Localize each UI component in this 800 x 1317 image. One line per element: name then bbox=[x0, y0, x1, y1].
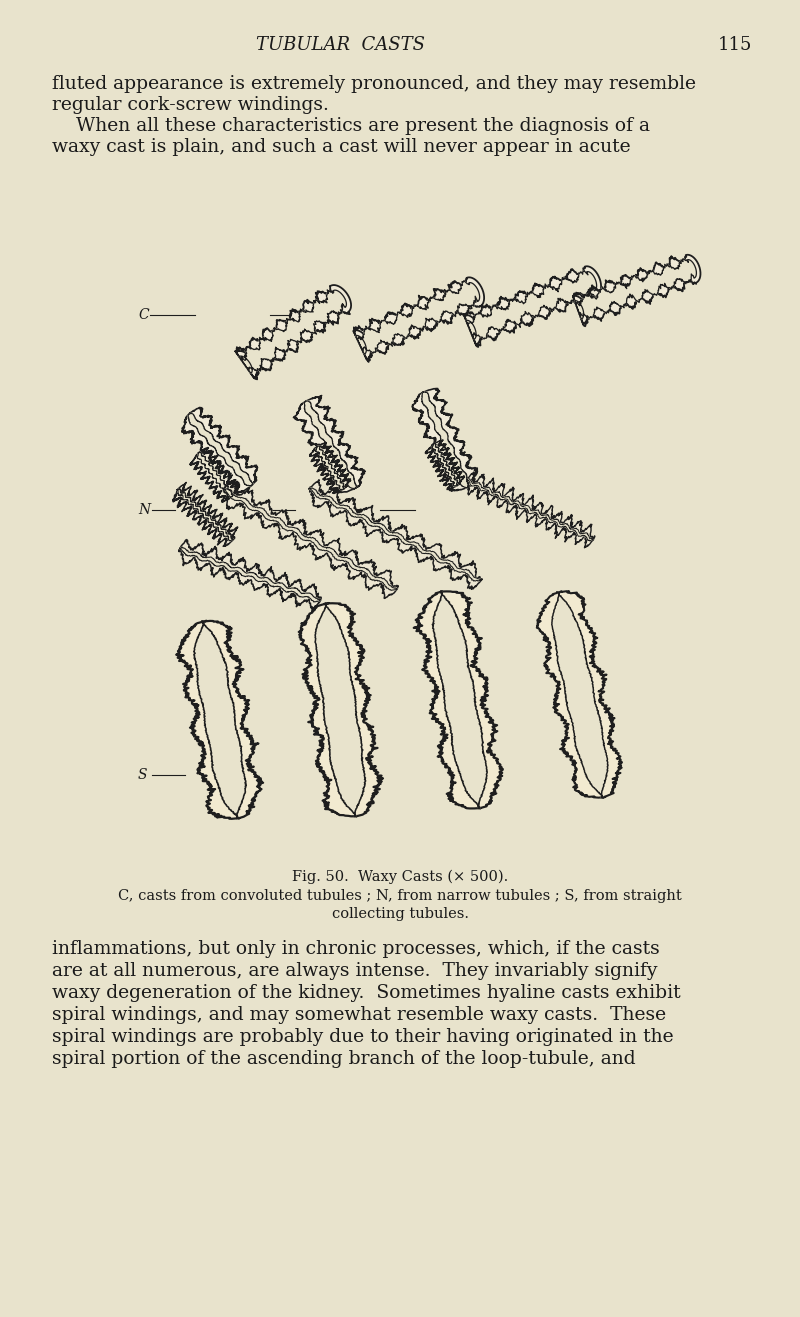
Polygon shape bbox=[432, 444, 458, 486]
Polygon shape bbox=[464, 266, 601, 346]
Polygon shape bbox=[537, 591, 622, 798]
Polygon shape bbox=[432, 591, 487, 809]
Polygon shape bbox=[180, 547, 321, 602]
Polygon shape bbox=[426, 440, 465, 490]
Polygon shape bbox=[354, 278, 484, 362]
Polygon shape bbox=[309, 479, 482, 589]
Text: S: S bbox=[138, 768, 147, 782]
Polygon shape bbox=[224, 481, 398, 598]
Polygon shape bbox=[356, 281, 480, 354]
Polygon shape bbox=[235, 284, 351, 379]
Text: When all these characteristics are present the diagnosis of a: When all these characteristics are prese… bbox=[52, 117, 650, 136]
Text: spiral windings are probably due to their having originated in the: spiral windings are probably due to thei… bbox=[52, 1029, 674, 1046]
Polygon shape bbox=[190, 448, 239, 502]
Text: waxy cast is plain, and such a cast will never appear in acute: waxy cast is plain, and such a cast will… bbox=[52, 138, 630, 155]
Polygon shape bbox=[466, 270, 597, 340]
Text: collecting tubules.: collecting tubules. bbox=[331, 907, 469, 921]
Polygon shape bbox=[467, 471, 595, 548]
Polygon shape bbox=[176, 620, 263, 819]
Polygon shape bbox=[224, 489, 397, 590]
Polygon shape bbox=[198, 452, 233, 498]
Polygon shape bbox=[552, 591, 608, 798]
Polygon shape bbox=[304, 400, 357, 489]
Text: waxy degeneration of the kidney.  Sometimes hyaline casts exhibit: waxy degeneration of the kidney. Sometim… bbox=[52, 984, 681, 1002]
Text: 115: 115 bbox=[718, 36, 752, 54]
Polygon shape bbox=[298, 603, 383, 817]
Polygon shape bbox=[315, 446, 344, 490]
Polygon shape bbox=[574, 259, 697, 319]
Text: N: N bbox=[138, 503, 150, 518]
Polygon shape bbox=[182, 407, 258, 493]
Text: spiral windings, and may somewhat resemble waxy casts.  These: spiral windings, and may somewhat resemb… bbox=[52, 1006, 666, 1025]
Polygon shape bbox=[414, 591, 503, 809]
Polygon shape bbox=[178, 489, 234, 541]
Text: fluted appearance is extremely pronounced, and they may resemble: fluted appearance is extremely pronounce… bbox=[52, 75, 696, 94]
Polygon shape bbox=[310, 489, 482, 581]
Polygon shape bbox=[315, 603, 366, 817]
Polygon shape bbox=[179, 540, 321, 610]
Polygon shape bbox=[294, 395, 366, 493]
Polygon shape bbox=[467, 478, 594, 541]
Polygon shape bbox=[239, 290, 346, 374]
Polygon shape bbox=[173, 482, 238, 547]
Polygon shape bbox=[188, 414, 253, 486]
Text: inflammations, but only in chronic processes, which, if the casts: inflammations, but only in chronic proce… bbox=[52, 940, 660, 957]
Polygon shape bbox=[194, 622, 246, 819]
Text: Fig. 50.  Waxy Casts (× 500).: Fig. 50. Waxy Casts (× 500). bbox=[292, 871, 508, 885]
Text: TUBULAR  CASTS: TUBULAR CASTS bbox=[255, 36, 425, 54]
Polygon shape bbox=[412, 389, 478, 491]
Text: regular cork‐screw windings.: regular cork‐screw windings. bbox=[52, 96, 329, 115]
Text: C, casts from convoluted tubules ; N, from narrow tubules ; S, from straight: C, casts from convoluted tubules ; N, fr… bbox=[118, 889, 682, 903]
Polygon shape bbox=[310, 443, 350, 494]
Text: spiral portion of the ascending branch of the loop‐tubule, and: spiral portion of the ascending branch o… bbox=[52, 1050, 636, 1068]
Text: C: C bbox=[138, 308, 149, 321]
Polygon shape bbox=[422, 392, 469, 487]
Polygon shape bbox=[573, 254, 701, 327]
Text: are at all numerous, are always intense.  They invariably signify: are at all numerous, are always intense.… bbox=[52, 961, 658, 980]
